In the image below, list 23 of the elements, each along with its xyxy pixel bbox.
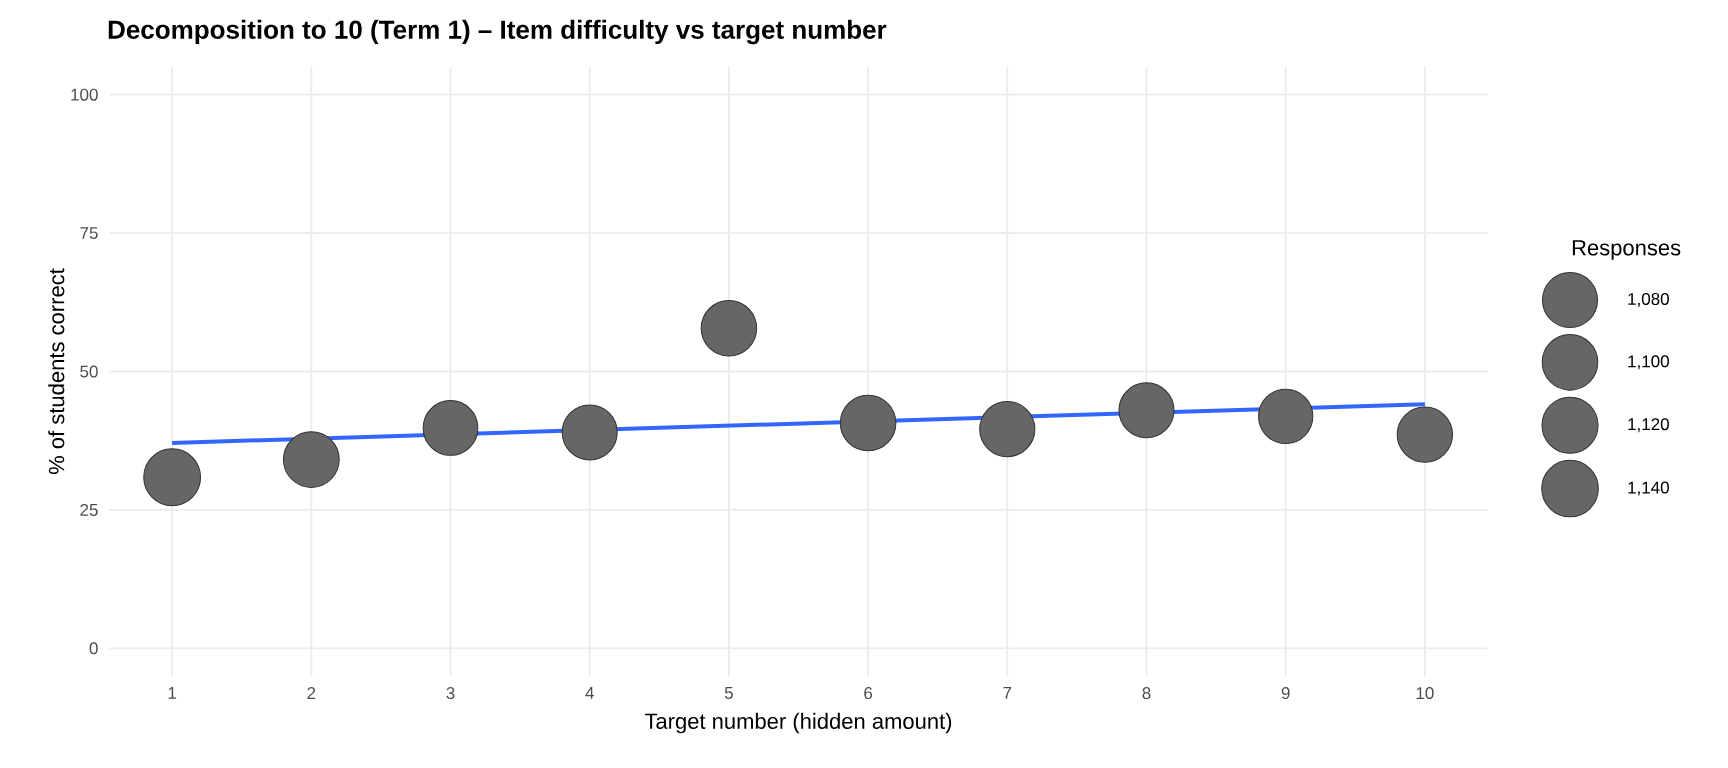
x-tick-label: 9 xyxy=(1281,687,1290,700)
x-tick-label: 5 xyxy=(724,687,733,699)
y-axis-title: % of students correct xyxy=(48,268,65,475)
y-tick-label: 25 xyxy=(80,503,98,516)
y-tick-label: 75 xyxy=(80,227,98,240)
y-tick-label: 0 xyxy=(89,642,98,655)
legend-label: 1,140 xyxy=(1628,481,1669,496)
x-tick-label: 3 xyxy=(446,687,455,700)
x-tick-label: 6 xyxy=(864,687,873,700)
y-tick-label: 100 xyxy=(71,88,98,101)
x-tick-label: 4 xyxy=(585,687,594,699)
x-tick-label: 10 xyxy=(1416,687,1434,700)
x-axis-title: Target number (hidden amount) xyxy=(644,712,952,734)
x-tick-label: 2 xyxy=(307,687,316,699)
legend-title: Responses xyxy=(1572,240,1681,260)
y-tick-label: 50 xyxy=(80,365,98,378)
x-tick-label: 1 xyxy=(168,687,177,699)
legend-label: 1,080 xyxy=(1628,292,1669,308)
legend-label: 1,120 xyxy=(1628,418,1669,433)
legend-label: 1,100 xyxy=(1628,355,1669,370)
x-tick-label: 7 xyxy=(1003,687,1012,699)
x-tick-label: 8 xyxy=(1142,687,1151,700)
chart-title: Decomposition to 10 (Term 1) – Item difficulty vs target number xyxy=(108,19,887,45)
